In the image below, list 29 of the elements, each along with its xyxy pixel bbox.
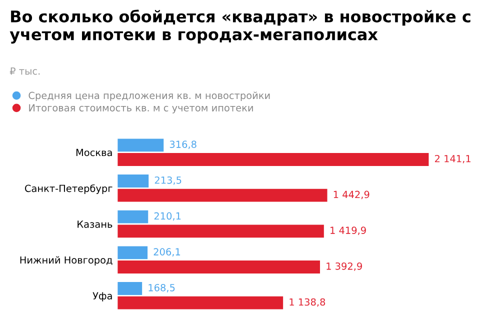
chart-title: Во сколько обойдется «квадрат» в новостройке с учетом ипотеки в городах-мегаполисах (10, 10, 470, 44)
bar (118, 246, 148, 260)
bar (118, 138, 164, 152)
data-label: 1 138,8 (290, 298, 326, 307)
y-tick-label: Казань (78, 220, 112, 228)
data-label: 1 419,9 (330, 226, 366, 235)
data-label: 168,5 (148, 284, 175, 292)
data-label: 206,1 (154, 248, 180, 256)
data-label: 213,5 (154, 176, 182, 185)
legend-label: Итоговая стоимость кв. м с учетом ипотеки (29, 104, 253, 114)
text: ₽ тыс. (10, 68, 40, 75)
bar (118, 224, 324, 238)
bar (118, 260, 320, 274)
legend-label: Средняя цена предложения кв. м новостройки (28, 92, 270, 102)
data-label: 316,8 (170, 140, 196, 149)
data-label: 2 141,1 (434, 154, 470, 164)
data-label: 1 392,9 (326, 262, 362, 271)
y-tick-label: Санкт-Петербург (24, 184, 112, 194)
y-tick-label: Москва (76, 148, 112, 156)
bar (118, 153, 429, 166)
data-label: 210,1 (154, 212, 181, 221)
bar (118, 174, 149, 188)
y-tick-label: Уфа (92, 292, 112, 302)
bar (118, 282, 142, 295)
bar (118, 188, 328, 202)
data-label: 1 442,9 (334, 190, 370, 200)
y-tick-label: Нижний Новгород (20, 256, 112, 266)
bar (118, 210, 148, 224)
bar (118, 296, 284, 310)
